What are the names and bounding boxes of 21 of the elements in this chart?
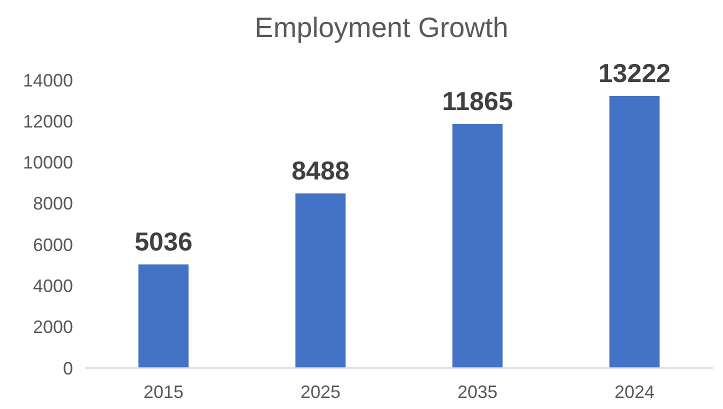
x-tick-label: 2035: [457, 382, 498, 402]
data-label: 8488: [292, 155, 350, 186]
y-tick-label: 14000: [22, 70, 73, 90]
chart-title: Employment Growth: [254, 12, 508, 43]
x-tick-label: 2015: [143, 382, 184, 402]
data-label: 5036: [134, 226, 192, 256]
x-tick-label: 2025: [300, 382, 341, 402]
y-tick-label: 12000: [22, 111, 73, 132]
y-tick-label: 8000: [32, 194, 73, 214]
y-tick-label: 6000: [32, 234, 73, 255]
bar: [609, 96, 660, 368]
bar: [452, 124, 503, 368]
data-label: 13222: [598, 58, 671, 88]
y-tick-label: 4000: [32, 276, 73, 296]
y-tick-label: 0: [62, 358, 73, 378]
y-tick-label: 10000: [22, 152, 73, 173]
data-label: 11865: [442, 86, 513, 116]
bar: [138, 264, 189, 368]
y-tick-label: 2000: [32, 317, 73, 338]
x-tick-label: 2024: [614, 382, 655, 402]
bar: [295, 193, 346, 368]
